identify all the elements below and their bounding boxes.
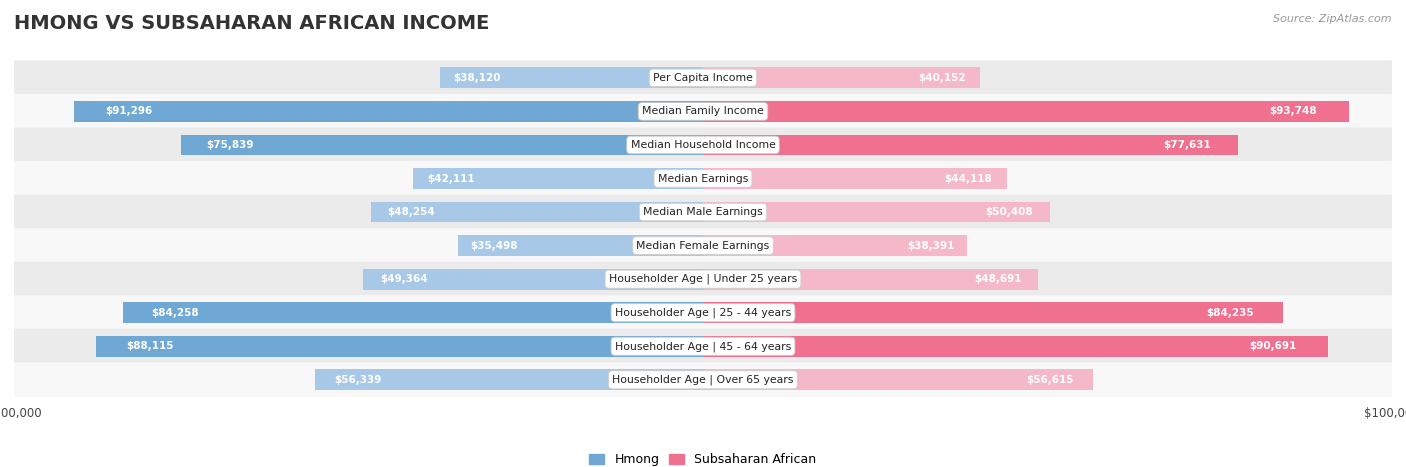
Text: $49,364: $49,364 xyxy=(380,274,427,284)
Bar xyxy=(703,302,1284,323)
Text: Median Household Income: Median Household Income xyxy=(630,140,776,150)
Text: $56,615: $56,615 xyxy=(1026,375,1074,385)
Bar xyxy=(703,369,1092,390)
Bar xyxy=(458,235,703,256)
Text: Householder Age | 25 - 44 years: Householder Age | 25 - 44 years xyxy=(614,307,792,318)
Text: $77,631: $77,631 xyxy=(1163,140,1211,150)
Bar xyxy=(703,235,967,256)
Text: $93,748: $93,748 xyxy=(1270,106,1316,116)
Text: $91,296: $91,296 xyxy=(105,106,153,116)
Bar xyxy=(703,202,1050,222)
Text: $40,152: $40,152 xyxy=(918,73,966,83)
Bar xyxy=(703,134,1237,156)
Text: Median Family Income: Median Family Income xyxy=(643,106,763,116)
Text: $75,839: $75,839 xyxy=(207,140,254,150)
FancyBboxPatch shape xyxy=(14,60,1392,95)
Text: $48,254: $48,254 xyxy=(387,207,434,217)
Text: Median Male Earnings: Median Male Earnings xyxy=(643,207,763,217)
Text: Median Earnings: Median Earnings xyxy=(658,174,748,184)
Bar xyxy=(703,67,980,88)
Bar xyxy=(703,269,1039,290)
Text: $84,235: $84,235 xyxy=(1206,308,1254,318)
Bar xyxy=(96,336,703,357)
Bar xyxy=(371,202,703,222)
FancyBboxPatch shape xyxy=(14,127,1392,163)
Bar xyxy=(413,168,703,189)
FancyBboxPatch shape xyxy=(14,295,1392,330)
FancyBboxPatch shape xyxy=(14,329,1392,364)
Text: Source: ZipAtlas.com: Source: ZipAtlas.com xyxy=(1274,14,1392,24)
Bar xyxy=(703,101,1348,122)
Text: $38,391: $38,391 xyxy=(907,241,955,251)
FancyBboxPatch shape xyxy=(14,161,1392,196)
FancyBboxPatch shape xyxy=(14,195,1392,229)
Text: Median Female Earnings: Median Female Earnings xyxy=(637,241,769,251)
Bar xyxy=(703,168,1007,189)
Bar xyxy=(122,302,703,323)
Text: $48,691: $48,691 xyxy=(974,274,1022,284)
Text: HMONG VS SUBSAHARAN AFRICAN INCOME: HMONG VS SUBSAHARAN AFRICAN INCOME xyxy=(14,14,489,33)
FancyBboxPatch shape xyxy=(14,228,1392,263)
FancyBboxPatch shape xyxy=(14,362,1392,397)
Text: $90,691: $90,691 xyxy=(1250,341,1296,351)
Text: $42,111: $42,111 xyxy=(427,174,475,184)
Legend: Hmong, Subsaharan African: Hmong, Subsaharan African xyxy=(585,448,821,467)
Bar xyxy=(440,67,703,88)
FancyBboxPatch shape xyxy=(14,94,1392,129)
Text: $38,120: $38,120 xyxy=(454,73,501,83)
Text: $50,408: $50,408 xyxy=(986,207,1033,217)
Bar xyxy=(315,369,703,390)
Text: Householder Age | Over 65 years: Householder Age | Over 65 years xyxy=(612,375,794,385)
Text: Householder Age | Under 25 years: Householder Age | Under 25 years xyxy=(609,274,797,284)
Text: $88,115: $88,115 xyxy=(127,341,174,351)
Bar xyxy=(75,101,703,122)
Text: Householder Age | 45 - 64 years: Householder Age | 45 - 64 years xyxy=(614,341,792,352)
FancyBboxPatch shape xyxy=(14,262,1392,297)
Text: $44,118: $44,118 xyxy=(943,174,991,184)
Bar xyxy=(180,134,703,156)
Text: $84,258: $84,258 xyxy=(152,308,200,318)
Bar xyxy=(703,336,1327,357)
Text: $35,498: $35,498 xyxy=(471,241,519,251)
Text: $56,339: $56,339 xyxy=(335,375,381,385)
Text: Per Capita Income: Per Capita Income xyxy=(652,73,754,83)
Bar xyxy=(363,269,703,290)
